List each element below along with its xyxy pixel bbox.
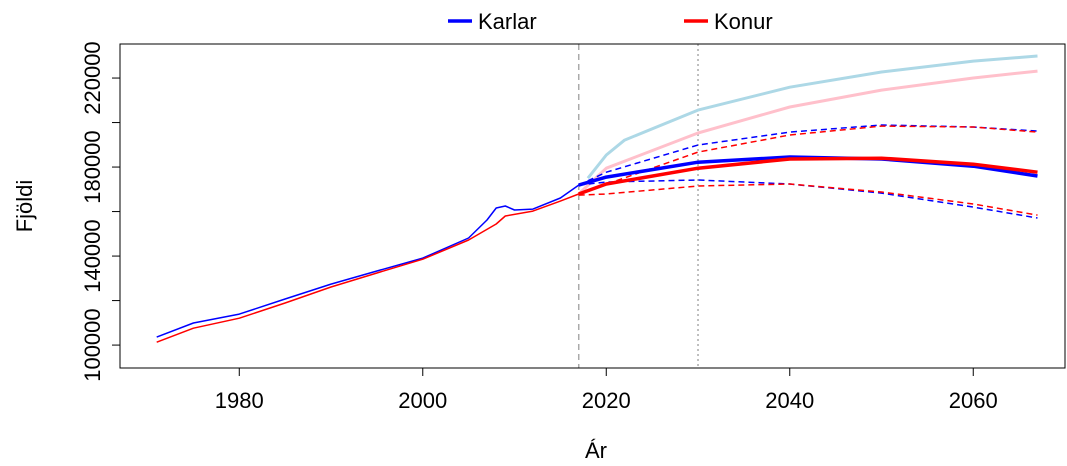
series-line — [156, 193, 579, 343]
series-line — [578, 125, 1038, 195]
plot-frame — [119, 43, 1066, 369]
series-line — [577, 69, 1038, 196]
series-line — [578, 155, 1038, 187]
series-line — [156, 184, 580, 338]
y-tick-label: 180000 — [80, 130, 105, 203]
x-axis-label: Ár — [585, 438, 607, 463]
series-line — [586, 54, 1038, 180]
x-tick-label: 2000 — [398, 388, 447, 413]
x-tick-label: 1980 — [215, 388, 264, 413]
x-tick-label: 2060 — [949, 388, 998, 413]
legend-label: Konur — [714, 9, 773, 34]
y-tick-label: 140000 — [80, 219, 105, 292]
series-line — [578, 156, 1038, 196]
y-axis-label: Fjöldi — [12, 180, 37, 233]
x-tick-label: 2040 — [765, 388, 814, 413]
series-line — [578, 183, 1038, 216]
y-tick-label: 100000 — [80, 308, 105, 381]
legend-label: Karlar — [478, 9, 537, 34]
y-tick-label: 220000 — [80, 41, 105, 114]
x-tick-label: 2020 — [582, 388, 631, 413]
series-line — [578, 179, 1038, 219]
